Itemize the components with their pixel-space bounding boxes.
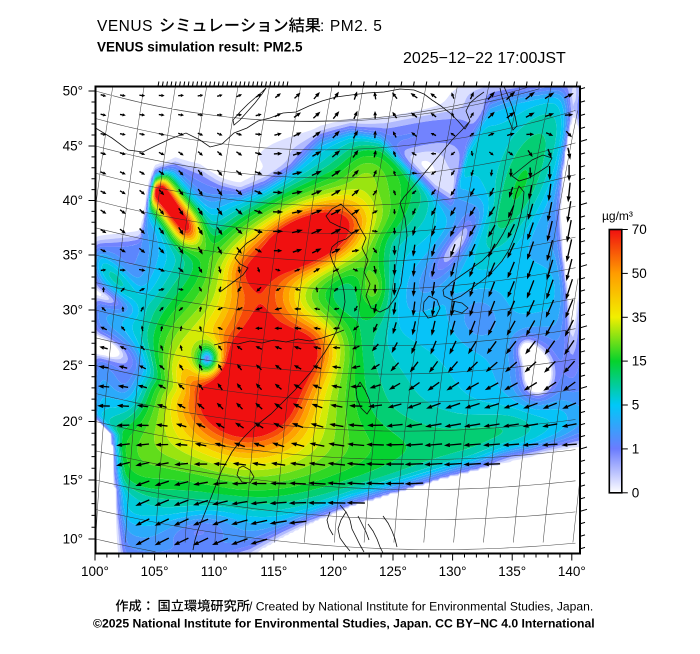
svg-text:25°: 25° [63, 358, 83, 373]
svg-text:35°: 35° [63, 248, 83, 263]
svg-text:15: 15 [632, 354, 647, 369]
svg-text:/ Created by National Institut: / Created by National Institute for Envi… [249, 600, 593, 614]
svg-text:125°: 125° [379, 564, 407, 579]
svg-text:©2025 National Institute for E: ©2025 National Institute for Environment… [93, 617, 595, 631]
svg-text:115°: 115° [260, 564, 287, 579]
svg-text:135°: 135° [498, 564, 526, 579]
svg-text:70: 70 [632, 222, 647, 237]
svg-text:10°: 10° [63, 532, 83, 547]
svg-text:35: 35 [632, 310, 647, 325]
svg-text:50: 50 [632, 266, 647, 281]
svg-text:130°: 130° [439, 564, 467, 579]
svg-text:: PM2. 5: : PM2. 5 [320, 18, 383, 35]
svg-text:2025−12−22 17:00JST: 2025−12−22 17:00JST [403, 50, 566, 67]
svg-text:15°: 15° [63, 473, 83, 488]
svg-text:µg/m³: µg/m³ [602, 209, 633, 223]
svg-text:140°: 140° [558, 564, 586, 579]
svg-text:110°: 110° [201, 564, 228, 579]
svg-text:50°: 50° [63, 84, 83, 99]
svg-text:VENUS: VENUS [97, 18, 153, 35]
svg-text:5: 5 [632, 398, 640, 413]
svg-text:30°: 30° [63, 303, 83, 318]
svg-text:20°: 20° [63, 414, 83, 429]
svg-text:105°: 105° [141, 564, 169, 579]
svg-text:0: 0 [632, 485, 640, 500]
svg-text:1: 1 [632, 441, 640, 456]
svg-text:120°: 120° [319, 564, 347, 579]
svg-text:100°: 100° [81, 564, 109, 579]
svg-text:VENUS simulation result: PM2.5: VENUS simulation result: PM2.5 [97, 40, 303, 55]
svg-text:45°: 45° [63, 139, 83, 154]
svg-text:40°: 40° [63, 193, 83, 208]
